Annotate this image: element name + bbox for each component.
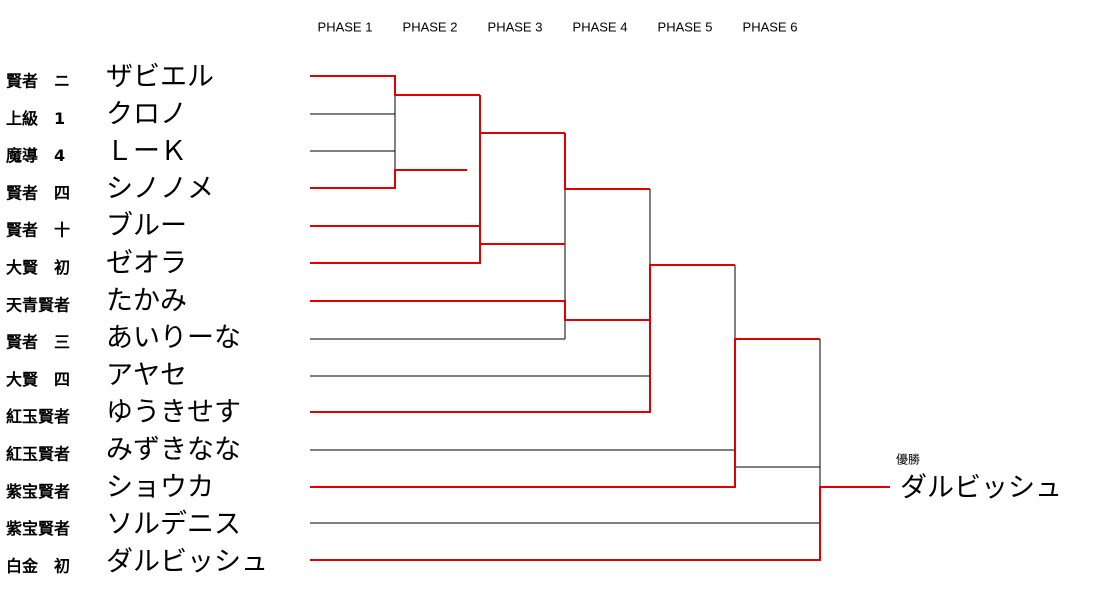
winner-line	[310, 264, 735, 413]
player-rank: 紅玉賢者	[6, 407, 70, 426]
player-rank: 賢者 ニ	[6, 72, 70, 91]
winner-line	[310, 169, 467, 189]
winner-line	[310, 486, 890, 561]
winner-line	[310, 243, 565, 264]
player-rank: 賢者 三	[6, 333, 70, 352]
player-rank: 魔導 4	[6, 146, 65, 165]
player-rank: 大賢 四	[6, 370, 70, 389]
player-rank: 賢者 十	[6, 221, 70, 240]
phase-label: PHASE 1	[318, 19, 373, 34]
player-name: クロノ	[106, 99, 187, 130]
player-rank: 紫宝賢者	[6, 482, 70, 501]
winner-line	[310, 300, 650, 321]
player-name: ソルデニス	[106, 509, 241, 540]
player-name: アヤセ	[106, 360, 187, 391]
player-name: ショウカ	[106, 472, 214, 503]
player-name: ゼオラ	[106, 248, 187, 279]
bracket-lines	[310, 75, 890, 561]
player-name: ダルビッシュ	[106, 546, 268, 577]
winner-label: 優勝	[896, 452, 920, 467]
player-name: ＬーＫ	[106, 136, 187, 167]
player-rank: 大賢 初	[6, 258, 70, 277]
player-name: ゆうきせす	[106, 397, 241, 428]
player-rank: 賢者 四	[6, 183, 70, 202]
phase-label: PHASE 5	[658, 19, 713, 34]
player-rank: 上級 1	[6, 109, 65, 128]
phase-label: PHASE 6	[743, 19, 798, 34]
player-rank: 白金 初	[6, 556, 70, 575]
player-name: あいりーな	[106, 323, 241, 354]
player-name: ブルー	[106, 211, 187, 242]
player-name: ザビエル	[106, 62, 214, 93]
player-rank: 天青賢者	[6, 295, 70, 314]
player-rank: 紫宝賢者	[6, 519, 70, 538]
winner-name: ダルビッシュ	[900, 473, 1062, 504]
phase-label: PHASE 2	[403, 19, 458, 34]
phase-label: PHASE 4	[573, 19, 628, 34]
winner-line	[310, 338, 820, 488]
player-rank: 紅玉賢者	[6, 445, 70, 464]
player-name: シノノメ	[106, 173, 214, 204]
player-name: たかみ	[106, 285, 187, 316]
winner-line	[310, 75, 480, 96]
winner-line	[479, 95, 565, 134]
winner-line	[564, 133, 650, 190]
player-name: みずきなな	[106, 435, 241, 466]
phase-label: PHASE 3	[488, 19, 543, 34]
